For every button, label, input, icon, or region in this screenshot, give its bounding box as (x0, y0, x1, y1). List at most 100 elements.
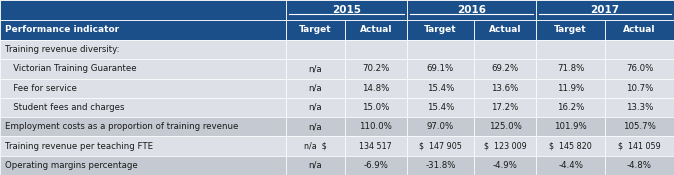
Bar (344, 40, 407, 59)
Bar (537, 59, 605, 79)
Text: Operating margins percentage: Operating margins percentage (5, 161, 137, 170)
Bar (286, 0, 407, 20)
Bar (344, 117, 407, 136)
Text: 16.2%: 16.2% (557, 103, 584, 112)
Text: n/a: n/a (309, 161, 322, 170)
Text: 76.0%: 76.0% (626, 64, 653, 74)
Bar (407, 40, 474, 59)
Text: 11.9%: 11.9% (557, 84, 584, 93)
Text: n/a: n/a (309, 84, 322, 93)
Text: 15.4%: 15.4% (427, 103, 454, 112)
Bar (286, 98, 344, 117)
Text: 13.3%: 13.3% (626, 103, 653, 112)
Text: Employment costs as a proportion of training revenue: Employment costs as a proportion of trai… (5, 122, 239, 131)
Bar (344, 98, 407, 117)
Bar (537, 40, 605, 59)
Text: 15.0%: 15.0% (362, 103, 390, 112)
Bar (474, 40, 537, 59)
Bar (344, 136, 407, 156)
Text: 105.7%: 105.7% (623, 122, 656, 131)
Bar (344, 20, 407, 40)
Bar (605, 59, 674, 79)
Text: Actual: Actual (623, 26, 656, 34)
Text: -4.9%: -4.9% (493, 161, 518, 170)
Bar (537, 156, 605, 175)
Bar (0, 0, 286, 20)
Text: 101.9%: 101.9% (554, 122, 587, 131)
Text: Target: Target (299, 26, 332, 34)
Text: Target: Target (424, 26, 457, 34)
Text: 14.8%: 14.8% (362, 84, 390, 93)
Bar (474, 20, 537, 40)
Bar (537, 117, 605, 136)
Text: n/a: n/a (309, 64, 322, 74)
Bar (286, 40, 344, 59)
Text: 134 517: 134 517 (359, 142, 392, 150)
Bar (407, 79, 474, 98)
Text: 13.6%: 13.6% (491, 84, 519, 93)
Bar (286, 156, 344, 175)
Text: $  147 905: $ 147 905 (419, 142, 462, 150)
Text: -4.8%: -4.8% (627, 161, 652, 170)
Text: Training revenue per teaching FTE: Training revenue per teaching FTE (5, 142, 153, 150)
Text: 2015: 2015 (332, 5, 361, 15)
Bar (605, 79, 674, 98)
Text: 10.7%: 10.7% (626, 84, 653, 93)
Bar (407, 0, 537, 20)
Bar (537, 0, 674, 20)
Bar (0, 59, 286, 79)
Text: 125.0%: 125.0% (489, 122, 522, 131)
Bar (0, 79, 286, 98)
Bar (537, 79, 605, 98)
Bar (286, 59, 344, 79)
Text: n/a: n/a (309, 103, 322, 112)
Text: 71.8%: 71.8% (557, 64, 584, 74)
Bar (0, 136, 286, 156)
Bar (286, 117, 344, 136)
Bar (0, 40, 286, 59)
Text: $  123 009: $ 123 009 (483, 142, 526, 150)
Text: Training revenue diversity:: Training revenue diversity: (5, 45, 119, 54)
Bar (407, 136, 474, 156)
Bar (605, 117, 674, 136)
Text: $  141 059: $ 141 059 (618, 142, 661, 150)
Text: -31.8%: -31.8% (425, 161, 456, 170)
Bar (344, 59, 407, 79)
Text: 2017: 2017 (590, 5, 619, 15)
Bar (407, 98, 474, 117)
Text: Actual: Actual (359, 26, 392, 34)
Text: Student fees and charges: Student fees and charges (5, 103, 125, 112)
Text: n/a: n/a (309, 122, 322, 131)
Text: 69.2%: 69.2% (491, 64, 518, 74)
Bar (605, 40, 674, 59)
Text: 15.4%: 15.4% (427, 84, 454, 93)
Bar (0, 98, 286, 117)
Bar (407, 59, 474, 79)
Bar (605, 20, 674, 40)
Text: Fee for service: Fee for service (5, 84, 77, 93)
Bar (407, 156, 474, 175)
Bar (537, 98, 605, 117)
Bar (0, 117, 286, 136)
Text: 2016: 2016 (457, 5, 486, 15)
Bar (605, 98, 674, 117)
Bar (537, 20, 605, 40)
Text: Target: Target (554, 26, 587, 34)
Text: $  145 820: $ 145 820 (549, 142, 592, 150)
Text: Performance indicator: Performance indicator (5, 26, 119, 34)
Text: 70.2%: 70.2% (362, 64, 390, 74)
Text: 17.2%: 17.2% (491, 103, 519, 112)
Bar (286, 79, 344, 98)
Text: Victorian Training Guarantee: Victorian Training Guarantee (5, 64, 137, 74)
Bar (0, 20, 286, 40)
Text: Actual: Actual (489, 26, 521, 34)
Bar (474, 117, 537, 136)
Text: 97.0%: 97.0% (427, 122, 454, 131)
Text: 110.0%: 110.0% (359, 122, 392, 131)
Bar (605, 136, 674, 156)
Bar (344, 156, 407, 175)
Bar (474, 98, 537, 117)
Text: -4.4%: -4.4% (558, 161, 583, 170)
Bar (344, 79, 407, 98)
Bar (537, 136, 605, 156)
